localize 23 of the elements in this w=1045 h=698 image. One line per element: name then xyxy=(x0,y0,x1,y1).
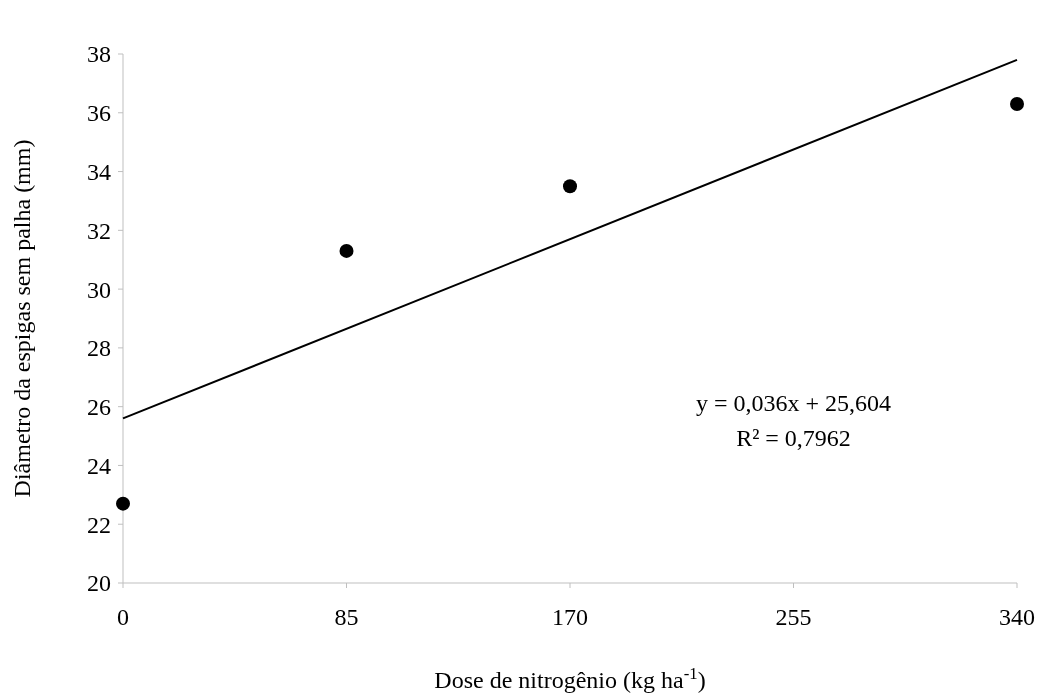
x-tick-label: 170 xyxy=(552,604,588,630)
x-tick-label: 340 xyxy=(999,604,1035,630)
x-tick-label: 85 xyxy=(334,604,359,630)
y-tick-label: 26 xyxy=(87,394,111,421)
point xyxy=(116,496,130,511)
point xyxy=(1010,96,1024,111)
y-tick-label: 32 xyxy=(87,217,111,244)
y-tick-label: 22 xyxy=(87,511,111,538)
y-axis-title: Diâmetro da espigas sem palha (mm) xyxy=(9,139,35,498)
annotation: y = 0,036x + 25,604 xyxy=(695,390,892,417)
annotation: R² = 0,7962 xyxy=(736,425,851,452)
y-tick-label: 30 xyxy=(87,276,111,303)
y-tick-label: 36 xyxy=(87,100,111,127)
point xyxy=(563,179,577,194)
x-tick-label: 255 xyxy=(775,604,812,630)
y-tick-label: 38 xyxy=(87,41,111,68)
y-tick-label: 20 xyxy=(87,570,111,597)
x-tick-label: 0 xyxy=(117,604,129,630)
y-tick-label: 34 xyxy=(87,158,111,185)
y-tick-label: 28 xyxy=(87,335,111,362)
y-tick-label: 24 xyxy=(87,452,111,479)
x-axis-title: Dose de nitrogênio (kg ha$^{-1}$) xyxy=(434,663,706,693)
point xyxy=(339,243,354,258)
